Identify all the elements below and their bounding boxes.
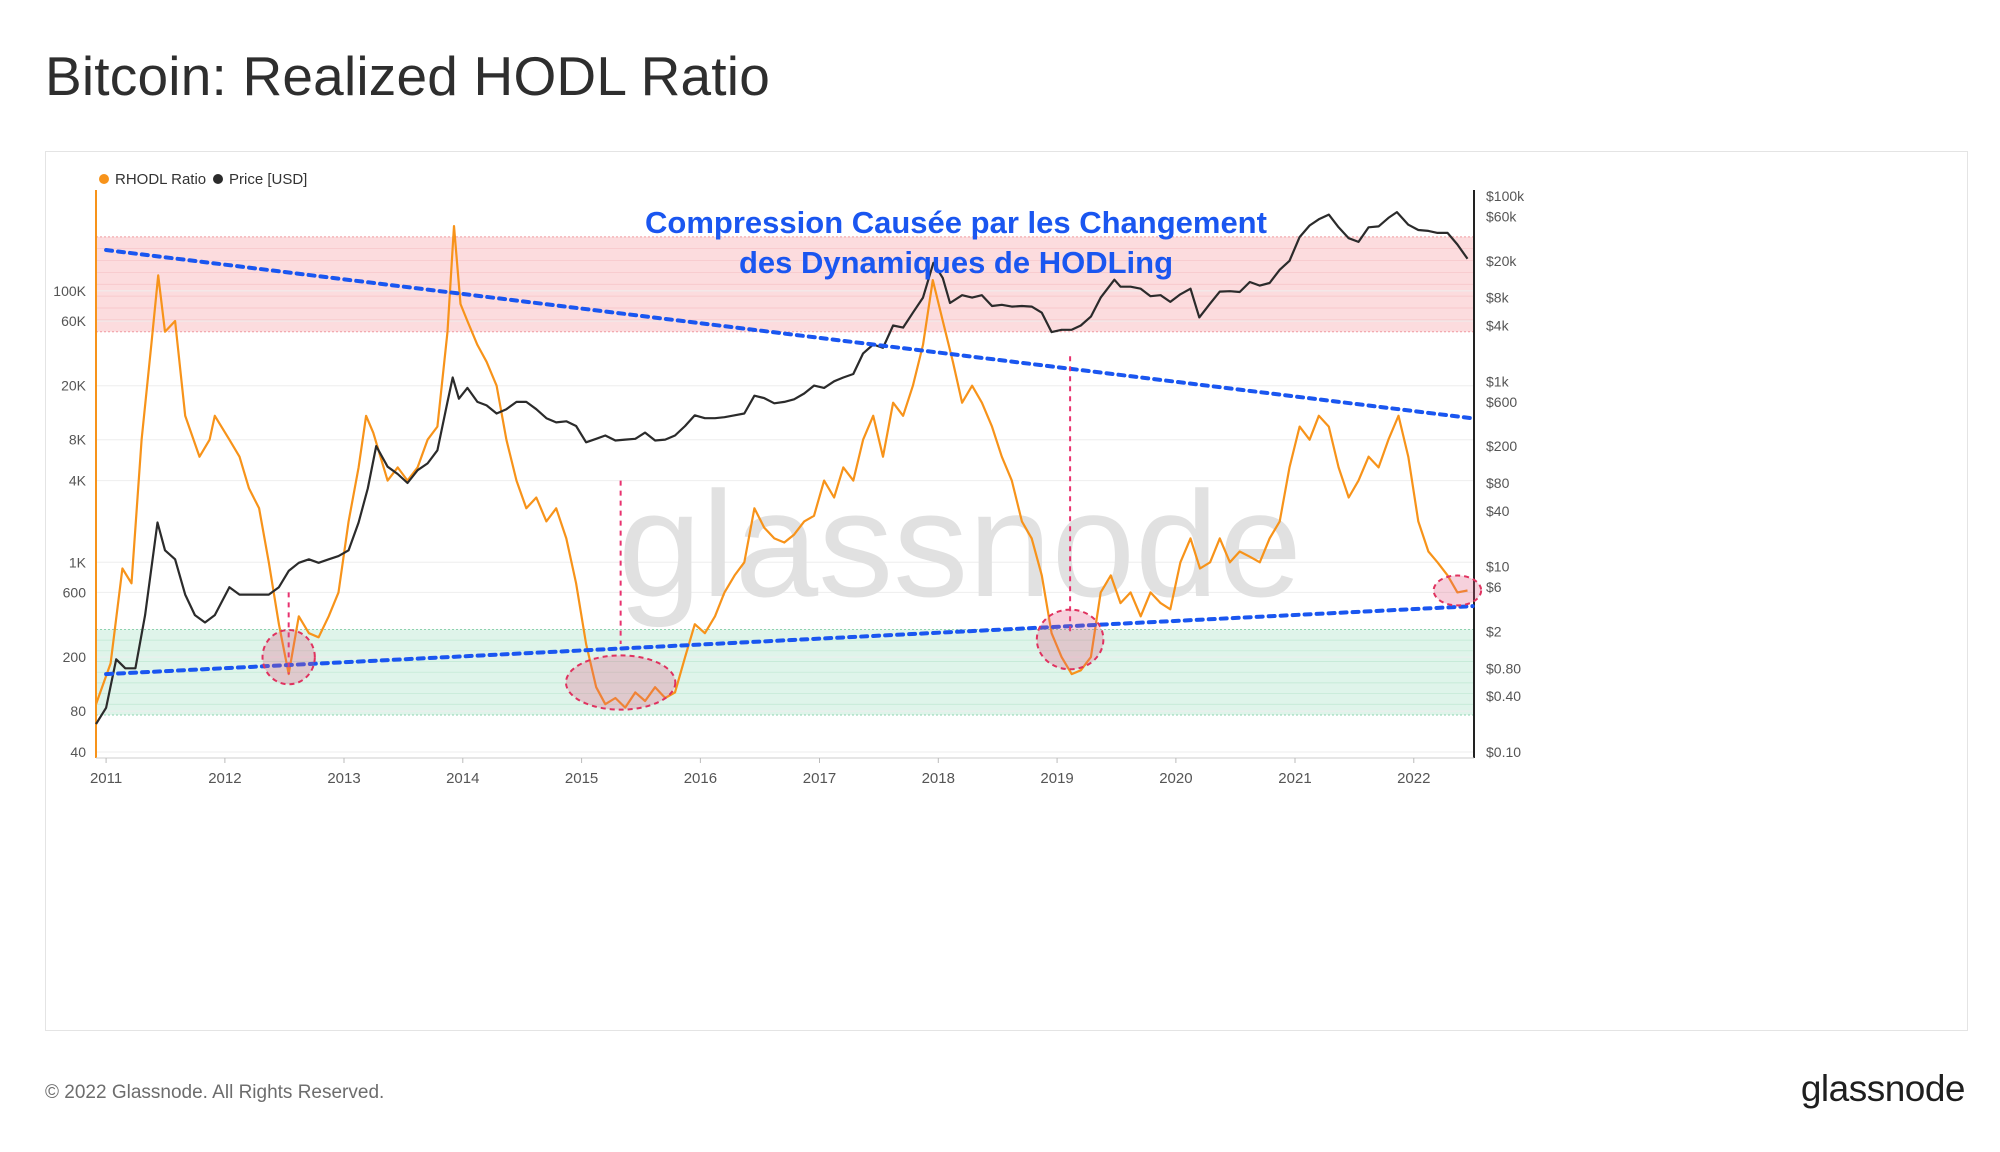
y-right-tick-label: $600 (1486, 394, 1517, 410)
rhodl-chart: glassnode 40802006001K4K8K20K60K100K$0.1… (53, 171, 1525, 787)
y-right-tick-label: $0.10 (1486, 744, 1521, 760)
x-tick-label: 2021 (1278, 770, 1311, 787)
circle-2019 (1035, 608, 1105, 671)
x-tick-label: 2016 (684, 770, 717, 787)
y-left-tick-label: 60K (61, 313, 87, 329)
y-right-tick-label: $100k (1486, 188, 1525, 204)
legend-label-rhodl[interactable]: RHODL Ratio (115, 171, 206, 188)
annotation: Compression Causée par les Changement de… (645, 205, 1267, 280)
y-left-tick-label: 80 (70, 703, 86, 719)
chart-card: glassnode 40 80 200 600 1K 4K 8K 20K 60K 100K $0.1… (45, 151, 1968, 1031)
circle-2015 (564, 654, 677, 711)
legend-swatch-price (213, 174, 223, 184)
y-right-tick-label: $60k (1486, 209, 1517, 225)
series-lines (94, 211, 1469, 725)
x-tick-label: 2015 (565, 770, 598, 787)
x-tick-label: 2014 (446, 770, 479, 787)
y-right-tick-label: $20k (1486, 253, 1517, 269)
y-right-tick-label: $8k (1486, 290, 1510, 306)
legend-label-price[interactable]: Price [USD] (229, 171, 307, 188)
y-right-tick-label: $40 (1486, 503, 1510, 519)
y-right-tick-label: $6 (1486, 579, 1502, 595)
series-line-price (95, 211, 1469, 725)
y-right-tick-label: $4k (1486, 318, 1510, 334)
y-right-tick-label: $1k (1486, 373, 1510, 389)
circle-2022 (1432, 574, 1483, 607)
x-tick-label: 2011 (90, 770, 122, 787)
annotation-line-2: des Dynamiques de HODLing (739, 245, 1173, 280)
legend-swatch-rhodl (99, 174, 109, 184)
x-tick-label: 2019 (1040, 770, 1073, 787)
x-tick-label: 2020 (1159, 770, 1192, 787)
y-left-tick-label: 8K (69, 432, 87, 448)
gridlines (96, 290, 1474, 753)
y-left-tick-label: 40 (70, 744, 86, 760)
series-line-rhodl (94, 225, 1468, 709)
zone-bands (96, 236, 1474, 716)
y-right-tick-label: $2 (1486, 623, 1502, 639)
y-left-tick-label: 4K (69, 473, 87, 489)
y-right-tick-label: $0.80 (1486, 660, 1521, 676)
y-right-tick-label: $0.40 (1486, 688, 1521, 704)
y-left-tick-label: 20K (61, 378, 87, 394)
axes: 40 80 200 600 1K 4K 8K 20K 60K 100K $0.10 $0.40 $0.8… (53, 188, 1525, 787)
circle-2012 (261, 628, 316, 686)
upper-trendline (104, 248, 1475, 421)
copyright-text: © 2022 Glassnode. All Rights Reserved. (45, 1082, 385, 1103)
glassnode-logo[interactable]: glassnode (1800, 1068, 1966, 1109)
y-left-tick-label: 1K (69, 554, 87, 570)
legend[interactable]: RHODL Ratio Price [USD] (99, 171, 307, 188)
x-tick-label: 2013 (327, 770, 360, 787)
y-right-tick-label: $80 (1486, 475, 1510, 491)
x-tick-label: 2012 (208, 770, 241, 787)
lower-trendline (104, 604, 1475, 677)
trendlines (104, 248, 1475, 677)
y-left-tick-label: 200 (63, 649, 87, 665)
page-title: Bitcoin: Realized HODL Ratio (45, 45, 770, 107)
annotation-line-1: Compression Causée par les Changement (645, 205, 1267, 240)
x-tick-label: 2018 (922, 770, 955, 787)
y-right-tick-label: $200 (1486, 438, 1517, 454)
y-left-tick-label: 100K (53, 283, 86, 299)
y-left-tick-label: 600 (63, 584, 87, 600)
x-tick-label: 2022 (1397, 770, 1430, 787)
y-right-tick-label: $10 (1486, 559, 1510, 575)
x-tick-label: 2017 (803, 770, 836, 787)
bottom-markers (261, 356, 1483, 711)
